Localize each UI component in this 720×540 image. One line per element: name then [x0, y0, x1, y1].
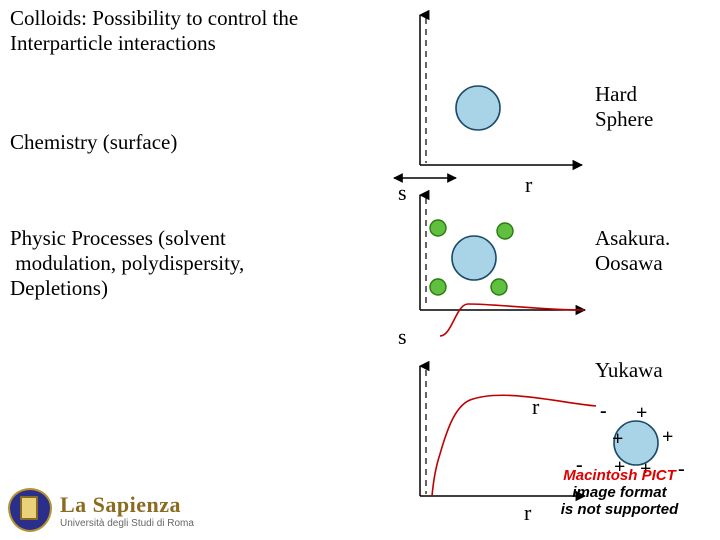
- pict-line1: Macintosh PICT: [527, 467, 712, 484]
- sapienza-crest-icon: [8, 488, 52, 532]
- depletant-icon: [497, 223, 513, 239]
- minus-charge-icon: -: [600, 400, 607, 423]
- depletant-icon: [491, 279, 507, 295]
- pict-placeholder: Macintosh PICT image format is not suppo…: [527, 467, 712, 518]
- pict-line3: is not supported: [527, 501, 712, 518]
- diagram-svg: [0, 0, 720, 540]
- plus-charge-icon: +: [662, 426, 673, 449]
- sapienza-logo: La Sapienza Università degli Studi di Ro…: [8, 488, 194, 532]
- plot-asakura-oosawa: [420, 195, 585, 336]
- depletant-icon: [430, 220, 446, 236]
- colloid-sphere-icon: [456, 86, 500, 130]
- depletant-icon: [430, 279, 446, 295]
- pict-line2: image format: [527, 484, 712, 501]
- potential-curve: [440, 304, 584, 336]
- plus-charge-icon: +: [636, 402, 647, 425]
- logo-title: La Sapienza: [60, 492, 194, 518]
- plus-charge-icon: +: [612, 428, 623, 451]
- logo-subtitle: Università degli Studi di Roma: [60, 518, 194, 529]
- plot-hard-sphere: [394, 15, 582, 178]
- colloid-sphere-icon: [452, 236, 496, 280]
